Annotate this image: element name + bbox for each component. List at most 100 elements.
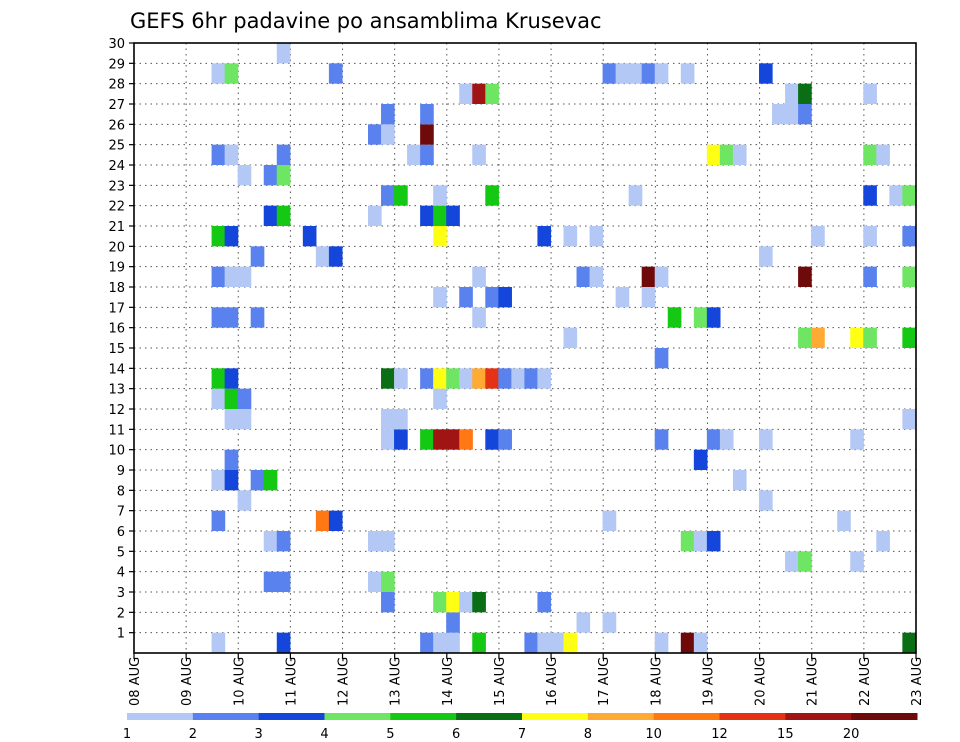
data-cell — [211, 510, 226, 531]
data-cell — [576, 266, 591, 287]
data-cell — [798, 327, 812, 348]
legend-label: 6 — [452, 727, 460, 742]
data-cell — [550, 632, 565, 653]
data-cell — [680, 531, 695, 552]
x-tick-label: 18 AUG — [649, 657, 664, 706]
data-cell — [224, 144, 239, 165]
data-cell — [433, 185, 447, 206]
y-tick-label: 13 — [108, 383, 125, 398]
x-tick-label: 15 AUG — [493, 657, 508, 706]
data-cell — [759, 490, 773, 511]
data-cell — [407, 144, 421, 165]
y-tick-label: 18 — [108, 281, 125, 296]
data-cell — [850, 551, 864, 572]
data-cell — [576, 612, 591, 633]
data-cell — [654, 266, 669, 287]
data-cell — [902, 266, 916, 287]
data-cell — [381, 429, 395, 450]
chart-title: GEFS 6hr padavine po ansamblima Krusevac — [130, 9, 602, 33]
data-cell — [263, 205, 278, 226]
data-cell — [485, 429, 499, 450]
data-cell — [537, 368, 552, 389]
y-tick-label: 1 — [117, 627, 125, 642]
data-cell — [420, 124, 434, 145]
y-tick-label: 16 — [108, 322, 125, 337]
data-cell — [381, 592, 395, 613]
data-cell — [680, 63, 695, 84]
data-cell — [394, 429, 408, 450]
data-cell — [381, 368, 395, 389]
data-cell — [276, 571, 291, 592]
data-cell — [420, 429, 434, 450]
y-axis: 1234567891011121314151617181920212223242… — [108, 37, 134, 642]
data-cell — [420, 368, 434, 389]
data-cell — [433, 388, 447, 409]
data-cell — [485, 83, 499, 104]
data-cell — [211, 388, 226, 409]
y-tick-label: 9 — [117, 464, 125, 479]
legend-swatch — [522, 713, 589, 720]
data-cell — [615, 287, 630, 308]
y-tick-label: 23 — [108, 179, 125, 194]
data-cell — [680, 632, 695, 653]
data-cell — [602, 510, 617, 531]
data-cell — [276, 43, 291, 64]
data-cell — [876, 531, 890, 552]
data-cell — [446, 632, 460, 653]
y-tick-label: 4 — [117, 566, 125, 581]
data-cell — [537, 632, 552, 653]
data-cell — [276, 531, 291, 552]
data-cell — [459, 592, 473, 613]
data-cell — [732, 470, 747, 491]
data-cell — [498, 368, 512, 389]
data-cell — [602, 63, 617, 84]
y-tick-label: 30 — [108, 37, 125, 52]
data-cell — [719, 429, 734, 450]
data-cell — [902, 226, 916, 247]
data-cell — [420, 632, 434, 653]
data-cell — [706, 307, 721, 328]
x-tick-label: 20 AUG — [754, 657, 769, 706]
data-cell — [276, 165, 291, 186]
y-tick-label: 3 — [117, 586, 125, 601]
y-tick-label: 19 — [108, 261, 125, 276]
legend-swatch — [127, 713, 194, 720]
data-cell — [759, 246, 773, 267]
y-tick-label: 11 — [108, 423, 125, 438]
data-cell — [654, 348, 669, 369]
data-cell — [433, 429, 447, 450]
data-cell — [472, 307, 486, 328]
data-cell — [276, 632, 291, 653]
data-cell — [902, 632, 916, 653]
data-cell — [328, 510, 343, 531]
data-cell — [433, 592, 447, 613]
data-cell — [641, 266, 656, 287]
data-cell — [511, 368, 525, 389]
data-cell — [328, 63, 343, 84]
y-tick-label: 2 — [117, 606, 125, 621]
legend-label: 3 — [255, 727, 263, 742]
data-cell — [224, 368, 239, 389]
data-cell — [394, 368, 408, 389]
y-tick-label: 8 — [117, 484, 125, 499]
legend-swatch — [785, 713, 852, 720]
data-cell — [446, 368, 460, 389]
y-tick-label: 20 — [108, 240, 125, 255]
x-tick-label: 11 AUG — [284, 657, 299, 706]
data-cell — [641, 287, 656, 308]
data-cell — [446, 205, 460, 226]
data-cell — [693, 632, 708, 653]
y-tick-label: 22 — [108, 200, 125, 215]
data-cell — [459, 429, 473, 450]
data-cell — [446, 429, 460, 450]
data-cell — [850, 327, 864, 348]
data-cell — [628, 185, 643, 206]
legend-label: 10 — [645, 727, 662, 742]
data-cell — [250, 246, 265, 267]
data-cell — [368, 124, 382, 145]
data-cell — [628, 63, 643, 84]
data-cell — [224, 226, 239, 247]
data-cell — [394, 409, 408, 430]
data-cell — [211, 63, 226, 84]
data-cell — [772, 104, 786, 125]
